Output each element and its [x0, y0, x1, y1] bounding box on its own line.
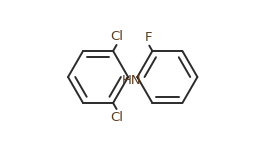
- Text: HN: HN: [122, 74, 142, 87]
- Text: Cl: Cl: [110, 111, 123, 124]
- Text: Cl: Cl: [110, 30, 123, 43]
- Text: F: F: [145, 31, 152, 44]
